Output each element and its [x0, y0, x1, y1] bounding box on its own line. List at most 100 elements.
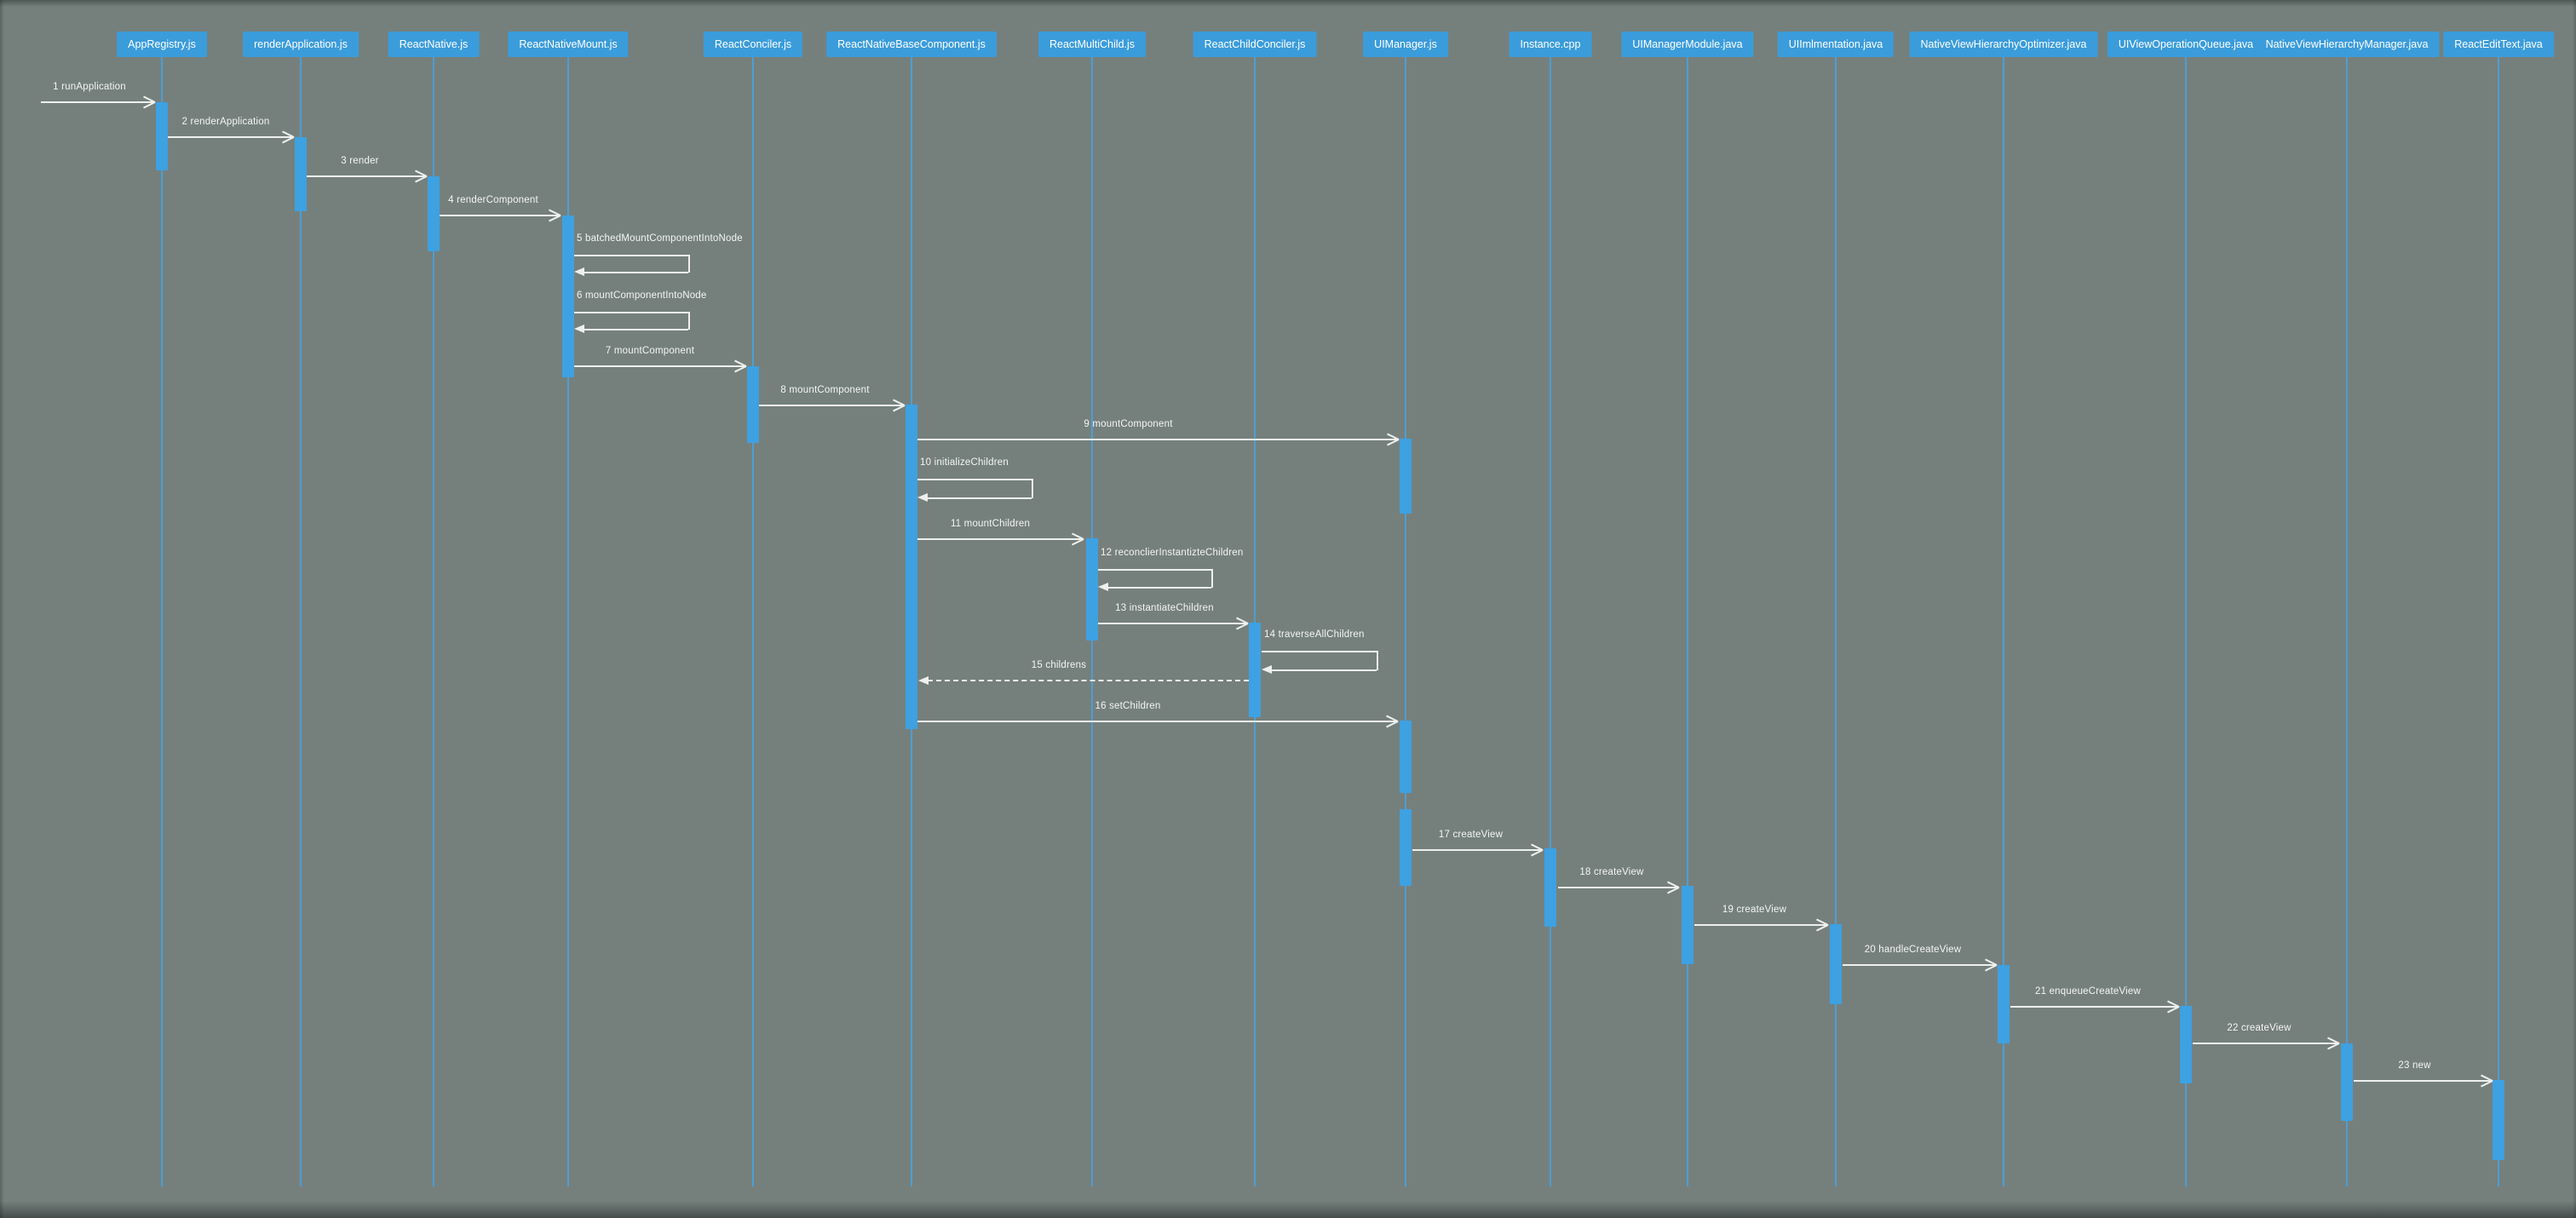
message-label: 11 mountChildren: [950, 519, 1031, 529]
message-arrowhead: [1262, 665, 1272, 674]
participant-box: UIManager.js: [1363, 32, 1448, 57]
message-line: [688, 313, 690, 330]
participant-box: UIManagerModule.java: [1621, 32, 1754, 57]
participant-box: renderApplication.js: [243, 32, 359, 57]
activation-bar: [1400, 809, 1412, 886]
message-line: [1211, 570, 1213, 588]
message-label: 7 mountComponent: [605, 346, 695, 356]
message-line: [1107, 587, 1211, 589]
message-label: 3 render: [341, 156, 379, 166]
message-label: 2 renderApplication: [181, 117, 270, 127]
message-line: [917, 721, 1398, 722]
participant-lifeline: [161, 57, 163, 1186]
participant-lifeline: [567, 57, 569, 1186]
participant-lifeline: [300, 57, 302, 1186]
message-arrowhead: [918, 676, 929, 685]
message-label: 17 createView: [1438, 830, 1504, 840]
message-label: 1 runApplication: [53, 82, 126, 92]
activation-bar: [2180, 1006, 2192, 1083]
message-line: [917, 538, 1084, 540]
window-edge-right: [2573, 0, 2576, 1218]
window-edge-top: [0, 0, 2576, 7]
participant-box: NativeViewHierarchyManager.java: [2254, 32, 2440, 57]
participant-box: UIViewOperationQueue.java: [2107, 32, 2265, 57]
message-label: 21 enqueueCreateView: [2035, 986, 2141, 997]
message-line: [1694, 924, 1828, 926]
message-line: [583, 329, 688, 330]
participant-lifeline: [1254, 57, 1256, 1186]
participant-box: ReactConciler.js: [703, 32, 803, 57]
activation-bar: [747, 366, 759, 443]
message-line: [1032, 480, 1033, 498]
activation-bar: [1544, 848, 1556, 927]
message-line: [2193, 1043, 2339, 1044]
window-edge-left: [0, 0, 4, 1218]
participant-lifeline: [1687, 57, 1688, 1186]
activation-bar: [1249, 623, 1261, 717]
participant-box: AppRegistry.js: [117, 32, 207, 57]
activation-bar: [428, 176, 440, 251]
participant-lifeline: [2346, 57, 2348, 1186]
message-line: [41, 101, 155, 103]
message-label: 23 new: [2398, 1060, 2431, 1071]
message-line: [2354, 1080, 2493, 1082]
activation-bar: [1682, 886, 1693, 964]
activation-bar: [1400, 721, 1412, 793]
message-label: 9 mountComponent: [1084, 419, 1173, 429]
participant-box: NativeViewHierarchyOptimizer.java: [1909, 32, 2098, 57]
message-arrowhead: [574, 267, 584, 276]
activation-bar: [1830, 924, 1842, 1004]
message-label: 18 createView: [1579, 867, 1644, 877]
participant-lifeline: [2185, 57, 2187, 1186]
message-line: [1558, 887, 1679, 888]
message-label: 4 renderComponent: [448, 195, 538, 205]
message-label: 16 setChildren: [1095, 701, 1161, 711]
activation-bar: [562, 215, 574, 377]
message-line: [917, 439, 1399, 440]
activation-bar: [2493, 1080, 2504, 1160]
message-line: [574, 312, 690, 313]
participant-lifeline: [752, 57, 754, 1186]
message-line: [2010, 1006, 2179, 1008]
activation-bar: [1086, 538, 1098, 641]
message-label: 19 createView: [1722, 905, 1787, 915]
participant-lifeline: [2498, 57, 2499, 1186]
message-line: [1098, 623, 1248, 624]
message-line: [574, 255, 690, 256]
window-edge-bottom: [0, 1201, 2576, 1218]
participant-lifeline: [1835, 57, 1837, 1186]
message-label: 8 mountComponent: [780, 385, 870, 395]
message-line: [307, 175, 427, 177]
participant-box: Instance.cpp: [1509, 32, 1592, 57]
participant-box: ReactNativeMount.js: [508, 32, 629, 57]
message-label: 15 childrens: [1031, 660, 1087, 670]
message-label: 20 handleCreateView: [1864, 945, 1962, 955]
message-line: [917, 479, 1033, 480]
activation-bar: [906, 405, 917, 729]
activation-bar: [1400, 439, 1412, 514]
participant-lifeline: [433, 57, 434, 1186]
message-label: 13 instantiateChildren: [1115, 603, 1214, 613]
message-line: [1270, 669, 1377, 671]
message-label: 14 traverseAllChildren: [1264, 629, 1365, 640]
participant-lifeline: [2003, 57, 2004, 1186]
activation-bar: [1998, 965, 2010, 1043]
message-label: 12 reconclierInstantizteChildren: [1101, 548, 1244, 558]
activation-bar: [295, 137, 307, 211]
participant-lifeline: [1405, 57, 1406, 1186]
message-arrowhead: [1098, 583, 1108, 591]
message-line: [583, 272, 688, 273]
message-line: [926, 497, 1032, 499]
message-line: [1262, 651, 1378, 652]
message-arrowhead: [917, 493, 928, 502]
message-line: [928, 680, 1249, 681]
message-label: 22 createView: [2227, 1023, 2291, 1033]
message-line: [688, 256, 690, 273]
message-line: [574, 365, 746, 367]
message-line: [440, 215, 561, 216]
message-line: [1377, 652, 1378, 670]
message-line: [1843, 964, 1997, 966]
message-label: 10 initializeChildren: [920, 457, 1009, 468]
participant-box: ReactEditText.java: [2443, 32, 2554, 57]
participant-box: UIImlmentation.java: [1777, 32, 1895, 57]
